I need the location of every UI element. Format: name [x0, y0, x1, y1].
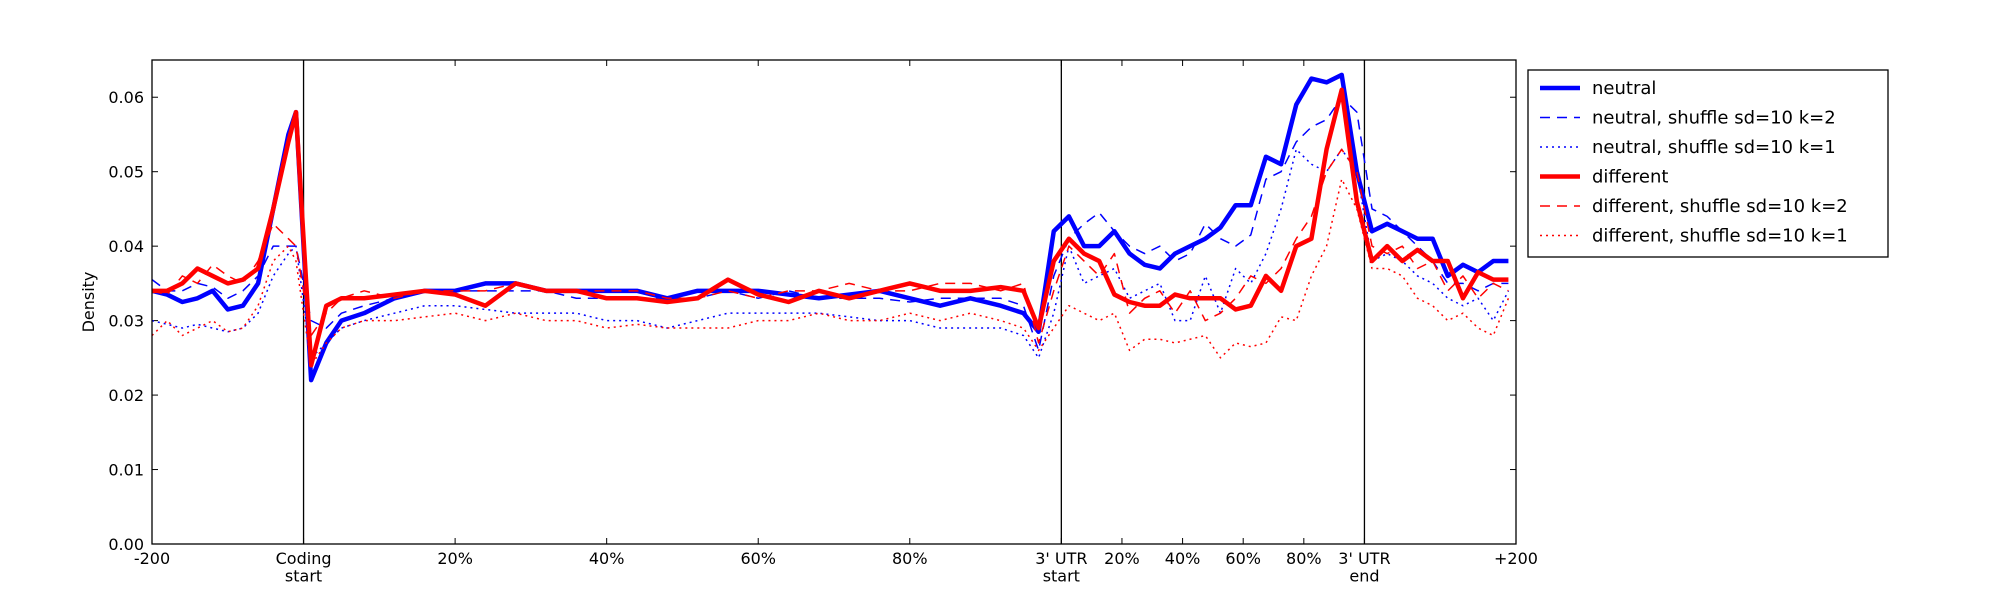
series-line — [151, 96, 1509, 352]
x-tick-label: 80% — [1286, 549, 1322, 568]
legend-label: neutral — [1592, 78, 1656, 99]
x-tick-label: +200 — [1494, 549, 1538, 568]
legend-label: different, shuffle sd=10 k=2 — [1592, 196, 1848, 217]
series-line — [151, 148, 1509, 344]
legend-label: different — [1592, 167, 1668, 188]
y-axis-label: Density — [79, 272, 98, 333]
y-tick-label: 0.01 — [108, 461, 144, 480]
y-tick-label: 0.03 — [108, 312, 144, 331]
y-tick-label: 0.00 — [108, 535, 144, 554]
x-tick-label: 40% — [1165, 549, 1201, 568]
x-tick-label: 20% — [1104, 549, 1140, 568]
y-tick-label: 0.04 — [108, 237, 144, 256]
y-tick-label: 0.06 — [108, 88, 144, 107]
x-tick-label: Coding start — [276, 549, 332, 586]
legend-label: different, shuffle sd=10 k=1 — [1592, 226, 1848, 247]
plot-frame — [151, 59, 1517, 545]
x-tick-label: 80% — [892, 549, 928, 568]
x-tick-label: 60% — [1225, 549, 1261, 568]
series-line — [151, 72, 1509, 383]
y-tick-label: 0.05 — [108, 163, 144, 182]
legend-label: neutral, shuffle sd=10 k=1 — [1592, 137, 1836, 158]
x-tick-label: -200 — [134, 549, 170, 568]
y-tick-label: 0.02 — [108, 386, 144, 405]
x-tick-label: 3' UTR end — [1338, 549, 1390, 586]
x-tick-label: 40% — [589, 549, 625, 568]
x-tick-label: 3' UTR start — [1035, 549, 1087, 586]
x-tick-label: 20% — [437, 549, 473, 568]
legend-label: neutral, shuffle sd=10 k=2 — [1592, 108, 1836, 129]
x-tick-label: 60% — [740, 549, 776, 568]
series-line — [152, 87, 1509, 368]
legend-box — [1527, 69, 1889, 258]
series-line — [151, 178, 1510, 367]
